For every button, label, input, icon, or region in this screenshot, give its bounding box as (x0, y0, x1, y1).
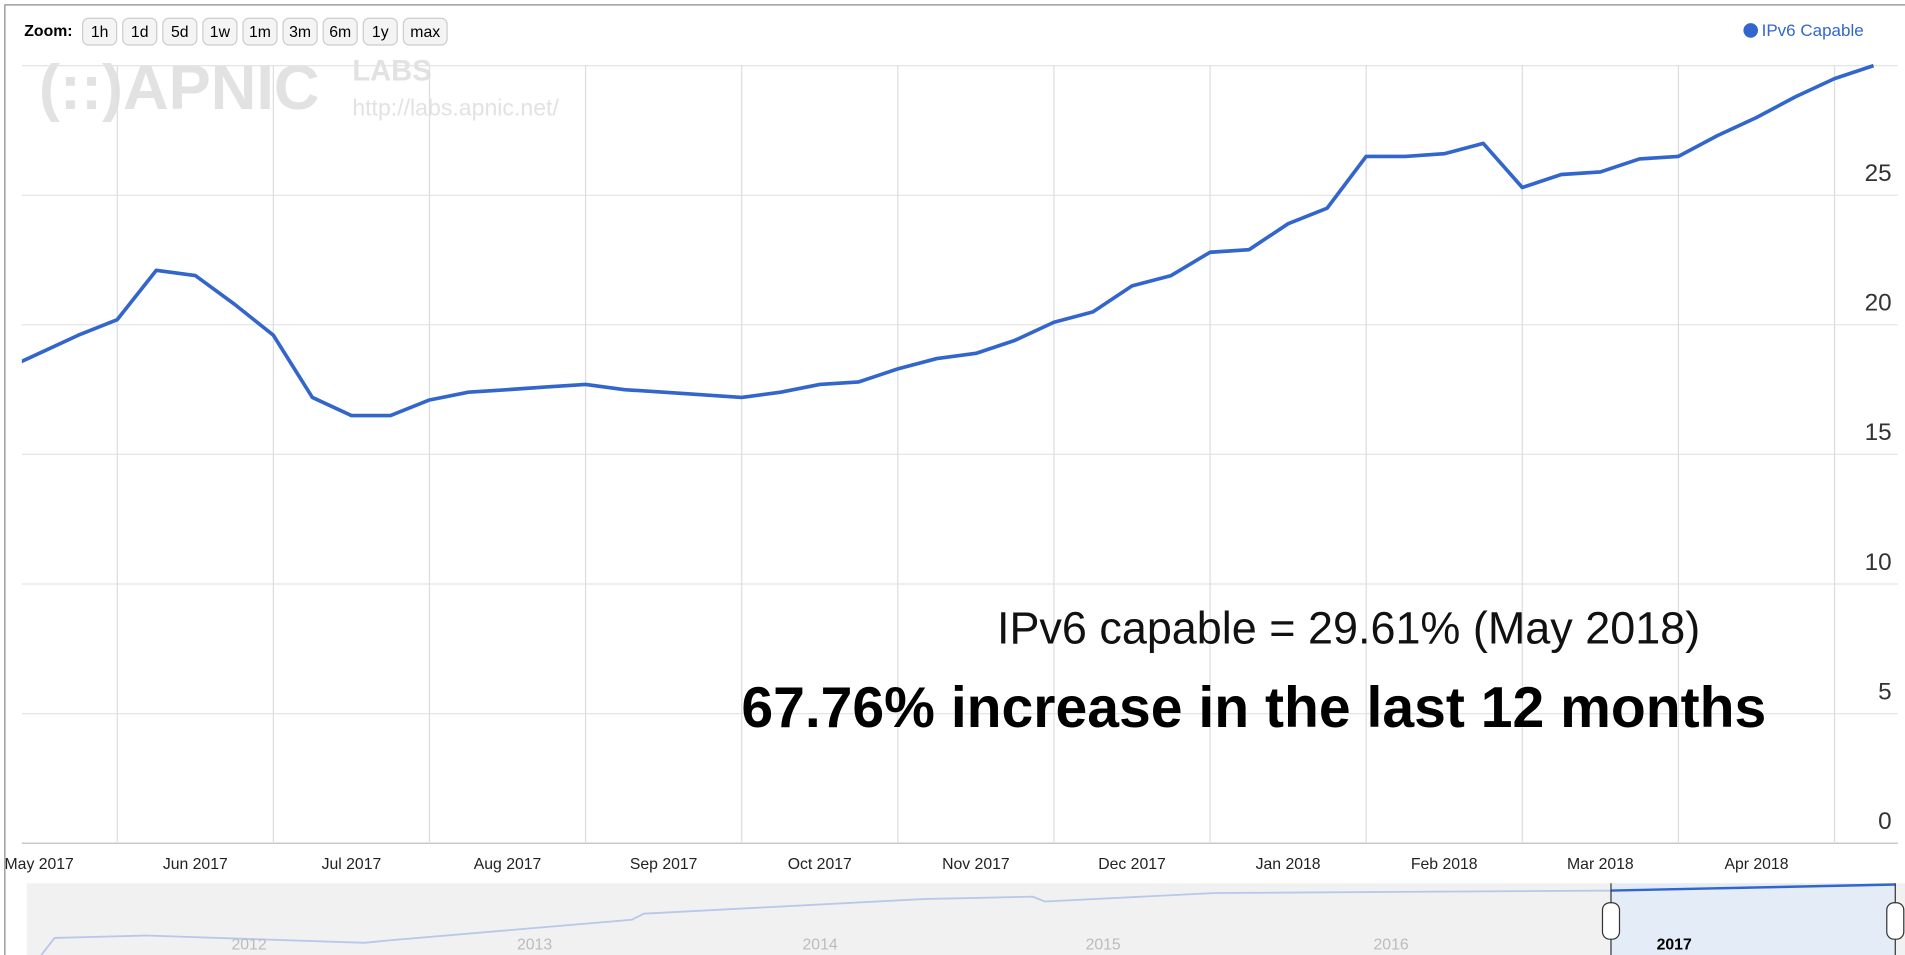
navigator-selection[interactable] (1610, 883, 1896, 955)
x-tick-label: Sep 2017 (630, 856, 698, 873)
x-tick-label: Feb 2018 (1411, 856, 1478, 873)
navigator-label: 2012 (232, 936, 267, 953)
zoom-button[interactable] (162, 17, 198, 46)
zoom-button-label[interactable]: 1y (372, 24, 389, 41)
navigator-label: 2015 (1086, 936, 1121, 953)
x-tick-label: May 2017 (5, 856, 74, 873)
y-tick-label: 15 (1865, 419, 1892, 446)
zoom-button[interactable] (202, 17, 238, 46)
x-tick-label: Apr 2018 (1724, 856, 1788, 873)
y-tick-label: 10 (1865, 549, 1892, 576)
watermark: (::)APNIC LABS http://labs.apnic.net/ (39, 53, 560, 123)
x-tick-label: Mar 2018 (1567, 856, 1634, 873)
x-tick-label: Jun 2017 (163, 856, 228, 873)
zoom-button[interactable] (82, 17, 118, 46)
zoom-button-label[interactable]: 1m (249, 24, 271, 41)
annotation: IPv6 capable = 29.61% (May 2018) (997, 603, 1700, 654)
navigator-handle[interactable] (1886, 902, 1905, 940)
zoom-button[interactable] (402, 17, 448, 46)
zoom-button[interactable] (362, 17, 398, 46)
zoom-label: Zoom: (24, 23, 72, 40)
zoom-button-label[interactable]: 5d (171, 24, 189, 41)
x-tick-label: Oct 2017 (788, 856, 852, 873)
zoom-button-label[interactable]: max (410, 24, 440, 41)
zoom-button[interactable] (242, 17, 278, 46)
zoom-button-label[interactable]: 1d (131, 24, 149, 41)
zoom-button-label[interactable]: 6m (329, 24, 351, 41)
navigator-label: 2013 (517, 936, 552, 953)
legend-label[interactable]: IPv6 Capable (1762, 21, 1864, 40)
navigator: 2012 2013 2014 2015 2016 2017 (26, 883, 1905, 955)
zoom-button-label[interactable]: 3m (289, 24, 311, 41)
y-tick-label: 20 (1865, 290, 1892, 317)
x-tick-label: Nov 2017 (942, 856, 1010, 873)
watermark-labs: LABS (352, 56, 431, 88)
watermark-logo: (::)APNIC (39, 53, 320, 123)
watermark-url: http://labs.apnic.net/ (352, 94, 559, 120)
navigator-handle[interactable] (1601, 902, 1621, 940)
zoom-button-label[interactable]: 1w (210, 24, 231, 41)
y-tick-label: 5 (1878, 678, 1892, 705)
navigator-label: 2016 (1374, 936, 1409, 953)
x-tick-label: Aug 2017 (474, 856, 542, 873)
zoom-button[interactable] (122, 17, 158, 46)
navigator-bg (26, 883, 1905, 955)
navigator-line-selected (1610, 883, 1896, 892)
navigator-label: 2017 (1657, 936, 1692, 953)
x-tick-label: Jul 2017 (322, 856, 382, 873)
y-tick-label: 25 (1865, 160, 1892, 187)
zoom-button-label[interactable]: 1h (91, 24, 109, 41)
zoom-button[interactable] (282, 17, 318, 46)
y-tick-label: 0 (1878, 808, 1892, 835)
zoom-button[interactable] (322, 17, 358, 46)
x-tick-label: Jan 2018 (1256, 856, 1321, 873)
legend-marker (1743, 23, 1758, 38)
navigator-line (40, 883, 1896, 955)
series-line (21, 63, 1875, 418)
frame (4, 4, 1905, 955)
x-tick-label: Dec 2017 (1098, 856, 1166, 873)
annotation: 67.76% increase in the last 12 months (741, 676, 1766, 740)
navigator-label: 2014 (803, 936, 838, 953)
